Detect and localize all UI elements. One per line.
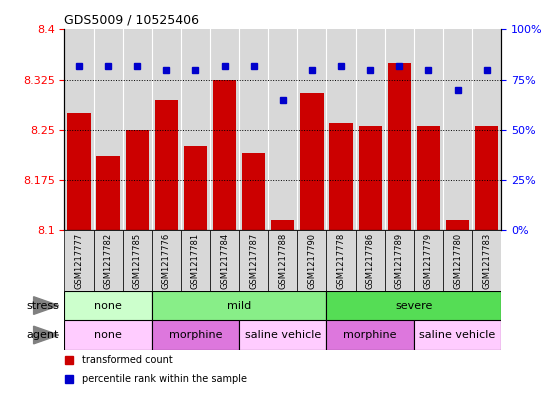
Bar bbox=[443, 230, 472, 291]
Bar bbox=[297, 29, 326, 230]
Bar bbox=[64, 320, 152, 350]
Bar bbox=[443, 29, 472, 230]
Bar bbox=[152, 29, 181, 230]
Text: GSM1217778: GSM1217778 bbox=[337, 233, 346, 289]
Bar bbox=[300, 93, 324, 230]
Bar bbox=[326, 291, 501, 320]
Text: none: none bbox=[94, 330, 122, 340]
Bar bbox=[414, 320, 501, 350]
Polygon shape bbox=[34, 326, 59, 344]
Bar bbox=[181, 230, 210, 291]
Bar bbox=[417, 126, 440, 230]
Text: none: none bbox=[94, 301, 122, 310]
Text: GSM1217780: GSM1217780 bbox=[453, 233, 462, 289]
Bar bbox=[152, 230, 181, 291]
Bar bbox=[446, 220, 469, 230]
Bar bbox=[414, 230, 443, 291]
Text: percentile rank within the sample: percentile rank within the sample bbox=[82, 374, 247, 384]
Text: GSM1217787: GSM1217787 bbox=[249, 233, 258, 289]
Text: transformed count: transformed count bbox=[82, 354, 172, 365]
Bar bbox=[472, 230, 501, 291]
Text: GDS5009 / 10525406: GDS5009 / 10525406 bbox=[64, 14, 199, 27]
Text: stress: stress bbox=[26, 301, 59, 310]
Text: saline vehicle: saline vehicle bbox=[245, 330, 321, 340]
Text: GSM1217784: GSM1217784 bbox=[220, 233, 229, 289]
Bar bbox=[123, 29, 152, 230]
Bar bbox=[385, 29, 414, 230]
Bar bbox=[472, 29, 501, 230]
Bar bbox=[356, 230, 385, 291]
Bar bbox=[326, 320, 414, 350]
Bar bbox=[239, 320, 326, 350]
Polygon shape bbox=[34, 297, 59, 314]
Bar bbox=[152, 320, 239, 350]
Bar bbox=[356, 29, 385, 230]
Bar bbox=[268, 230, 297, 291]
Bar bbox=[385, 230, 414, 291]
Bar bbox=[94, 230, 123, 291]
Bar bbox=[326, 230, 356, 291]
Bar bbox=[329, 123, 353, 230]
Bar bbox=[67, 113, 91, 230]
Bar bbox=[297, 230, 326, 291]
Bar bbox=[96, 156, 120, 230]
Bar bbox=[239, 29, 268, 230]
Text: agent: agent bbox=[26, 330, 59, 340]
Bar bbox=[242, 153, 265, 230]
Bar bbox=[64, 29, 94, 230]
Bar bbox=[388, 63, 411, 230]
Text: GSM1217789: GSM1217789 bbox=[395, 233, 404, 289]
Bar bbox=[94, 29, 123, 230]
Text: GSM1217777: GSM1217777 bbox=[74, 233, 83, 289]
Bar bbox=[210, 29, 239, 230]
Text: saline vehicle: saline vehicle bbox=[419, 330, 496, 340]
Bar bbox=[358, 126, 382, 230]
Text: GSM1217779: GSM1217779 bbox=[424, 233, 433, 289]
Bar bbox=[326, 29, 356, 230]
Bar bbox=[155, 99, 178, 230]
Text: GSM1217785: GSM1217785 bbox=[133, 233, 142, 289]
Bar bbox=[181, 29, 210, 230]
Text: mild: mild bbox=[227, 301, 251, 310]
Text: GSM1217786: GSM1217786 bbox=[366, 233, 375, 289]
Text: GSM1217783: GSM1217783 bbox=[482, 233, 491, 289]
Bar bbox=[213, 80, 236, 230]
Text: morphine: morphine bbox=[169, 330, 222, 340]
Text: severe: severe bbox=[395, 301, 432, 310]
Bar bbox=[210, 230, 239, 291]
Text: GSM1217776: GSM1217776 bbox=[162, 233, 171, 289]
Bar bbox=[64, 230, 94, 291]
Bar bbox=[123, 230, 152, 291]
Text: GSM1217790: GSM1217790 bbox=[307, 233, 316, 289]
Bar bbox=[414, 29, 443, 230]
Bar bbox=[64, 291, 152, 320]
Text: GSM1217782: GSM1217782 bbox=[104, 233, 113, 289]
Bar bbox=[125, 130, 149, 230]
Bar bbox=[239, 230, 268, 291]
Bar bbox=[271, 220, 295, 230]
Bar bbox=[475, 126, 498, 230]
Text: GSM1217781: GSM1217781 bbox=[191, 233, 200, 289]
Text: GSM1217788: GSM1217788 bbox=[278, 233, 287, 289]
Bar bbox=[268, 29, 297, 230]
Bar bbox=[184, 146, 207, 230]
Text: morphine: morphine bbox=[343, 330, 397, 340]
Bar bbox=[152, 291, 326, 320]
